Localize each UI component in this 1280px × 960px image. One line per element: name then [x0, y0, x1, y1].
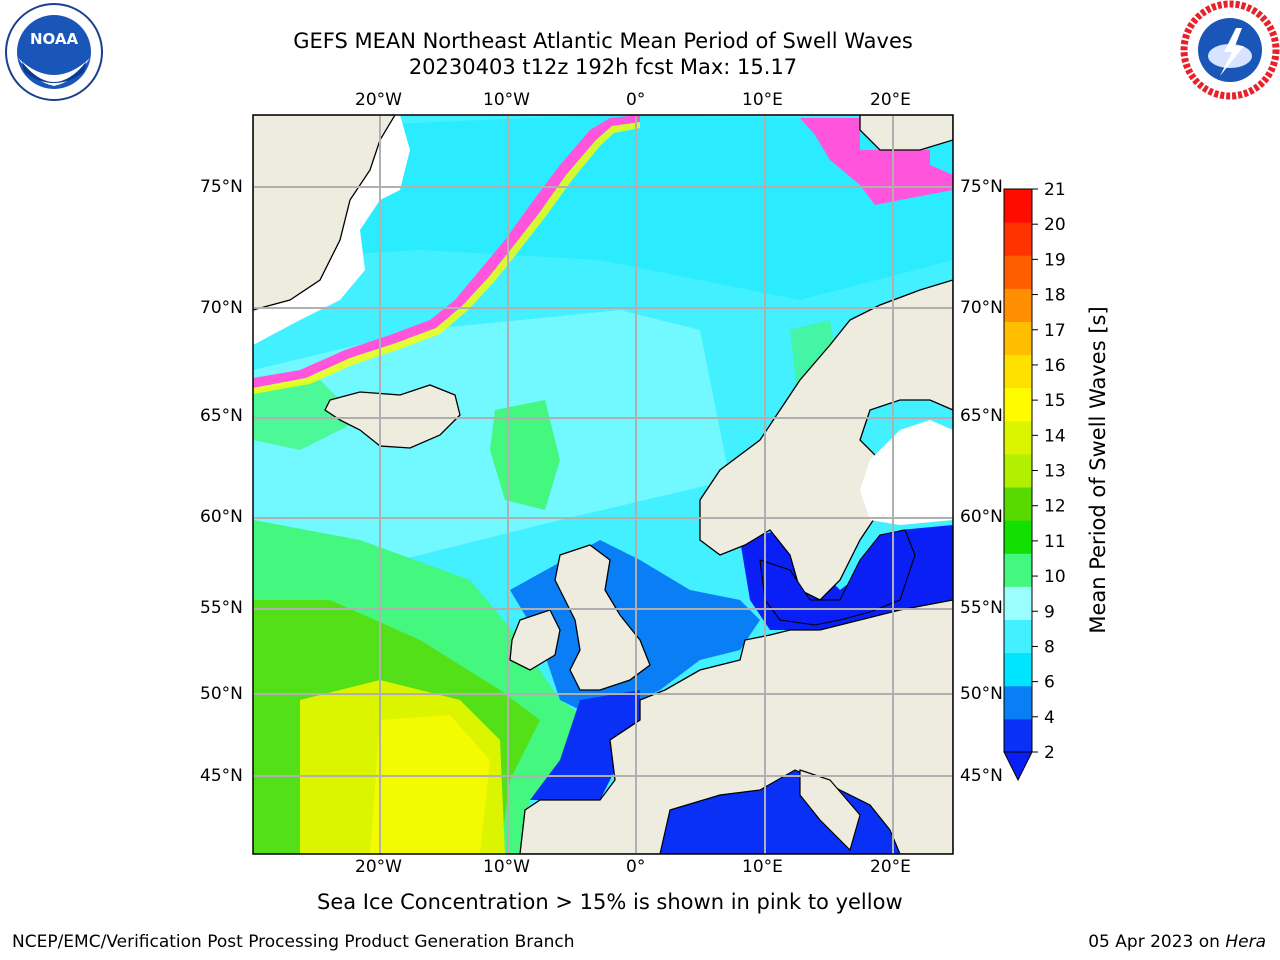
- colorbar-bin: [1004, 321, 1032, 356]
- svalbard-land: [859, 115, 953, 151]
- colorbar-bin: [1004, 586, 1032, 621]
- baltic-sea: [759, 529, 916, 626]
- lat-label-left-75n: 75°N: [200, 177, 243, 197]
- map-frame: [252, 114, 954, 855]
- colorbar-tick-label: 20: [1044, 215, 1066, 235]
- lat-label-right-50n: 50°N: [960, 684, 1003, 704]
- swell-field-north: [253, 115, 953, 300]
- footer-date: 05 Apr 2023 on: [1088, 932, 1226, 952]
- colorbar-tick-label: 11: [1044, 532, 1066, 552]
- colorbar-tick-label: 21: [1044, 180, 1066, 200]
- colorbar-tick-label: 13: [1044, 462, 1066, 482]
- title-line-2: 20230403 t12z 192h fcst Max: 15.17: [408, 55, 798, 79]
- colorbar-tick-label: 8: [1044, 637, 1055, 657]
- colorbar-tick-label: 18: [1044, 286, 1066, 306]
- lat-label-left-50n: 50°N: [200, 684, 243, 704]
- colorbar-bin: [1004, 288, 1032, 322]
- lat-label-right-55n: 55°N: [960, 598, 1003, 618]
- nws-logo: [1180, 0, 1280, 100]
- colorbar-bin: [1004, 387, 1032, 422]
- colorbar-tick-label: 9: [1044, 602, 1055, 622]
- iceland-land: [324, 384, 461, 449]
- map-area: [253, 115, 953, 854]
- ireland-land: [509, 609, 561, 671]
- lat-label-left-65n: 65°N: [200, 406, 243, 426]
- footer-machine: Hera: [1225, 932, 1266, 952]
- lon-label-top-20w: 20°W: [355, 90, 402, 110]
- lon-label-bottom-20w: 20°W: [355, 857, 402, 877]
- lat-label-right-65n: 65°N: [960, 406, 1003, 426]
- lon-label-top-10w: 10°W: [483, 90, 530, 110]
- lon-label-bottom-10e: 10°E: [742, 857, 783, 877]
- colorbar-bin: [1004, 487, 1032, 521]
- colorbar-tick-label: 10: [1044, 567, 1066, 587]
- colorbar-tick-label: 12: [1044, 497, 1066, 517]
- colorbar-bin: [1004, 255, 1032, 289]
- colorbar-bin: [1004, 619, 1032, 654]
- colorbar-bin: [1004, 420, 1032, 455]
- colorbar-bin: [1004, 553, 1032, 587]
- sea-ice-note: Sea Ice Concentration > 15% is shown in …: [317, 890, 903, 914]
- colorbar-tick-label: 4: [1044, 708, 1055, 728]
- lat-label-left-70n: 70°N: [200, 298, 243, 318]
- colorbar-extend-arrow: [1003, 751, 1033, 782]
- noaa-logo: NOAA: [5, 3, 103, 101]
- colorbar-tick-label: 14: [1044, 426, 1066, 446]
- italy-land: [799, 769, 861, 852]
- lon-label-top-20e: 20°E: [870, 90, 911, 110]
- noaa-logo-text: NOAA: [30, 30, 79, 48]
- scandinavia-land: [699, 279, 953, 601]
- colorbar-bin: [1004, 718, 1032, 753]
- colorbar-bin: [1004, 520, 1032, 554]
- lat-label-left-60n: 60°N: [200, 507, 243, 527]
- colorbar-bin: [1004, 685, 1032, 720]
- greenland-land: [253, 115, 396, 311]
- lat-label-right-45n: 45°N: [960, 766, 1003, 786]
- colorbar-bin: [1004, 189, 1032, 223]
- colorbar-tick-label: 16: [1044, 356, 1066, 376]
- lat-label-right-75n: 75°N: [960, 177, 1003, 197]
- swell-field-biscay: [530, 690, 640, 800]
- lat-label-right-60n: 60°N: [960, 507, 1003, 527]
- footer-credit: NCEP/EMC/Verification Post Processing Pr…: [12, 932, 575, 952]
- lon-label-bottom-10w: 10°W: [483, 857, 530, 877]
- graticule: [253, 115, 953, 854]
- colorbar-bin: [1004, 354, 1032, 389]
- lon-label-bottom-20e: 20°E: [870, 857, 911, 877]
- colorbar-tick-label: 15: [1044, 391, 1066, 411]
- swell-field-yellow-core: [370, 715, 490, 854]
- lat-label-left-45n: 45°N: [200, 766, 243, 786]
- colorbar-label: Mean Period of Swell Waves [s]: [1086, 306, 1110, 634]
- lat-label-left-55n: 55°N: [200, 598, 243, 618]
- footer-date-machine: 05 Apr 2023 on Hera: [1088, 932, 1266, 952]
- lon-label-bottom-0: 0°: [626, 857, 646, 877]
- title-line-1: GEFS MEAN Northeast Atlantic Mean Period…: [293, 29, 913, 53]
- colorbar-tick-label: 17: [1044, 321, 1066, 341]
- lon-label-top-10e: 10°E: [742, 90, 783, 110]
- colorbar-tick-label: 19: [1044, 250, 1066, 270]
- colorbar: 2 4 6 8 9 10 11 12 13 14 15 16 17 18 19 20 21: [1003, 180, 1066, 782]
- swell-field-light: [253, 310, 730, 560]
- sea-ice-svalbard: [800, 118, 953, 205]
- colorbar-bin: [1004, 652, 1032, 687]
- colorbar-bin: [1004, 453, 1032, 488]
- colorbar-bin: [1004, 222, 1032, 256]
- bothnia-white: [860, 420, 953, 525]
- lat-label-right-70n: 70°N: [960, 298, 1003, 318]
- lon-label-top-0: 0°: [626, 90, 646, 110]
- colorbar-tick-label: 2: [1044, 743, 1055, 763]
- colorbar-tick-label: 6: [1044, 673, 1055, 693]
